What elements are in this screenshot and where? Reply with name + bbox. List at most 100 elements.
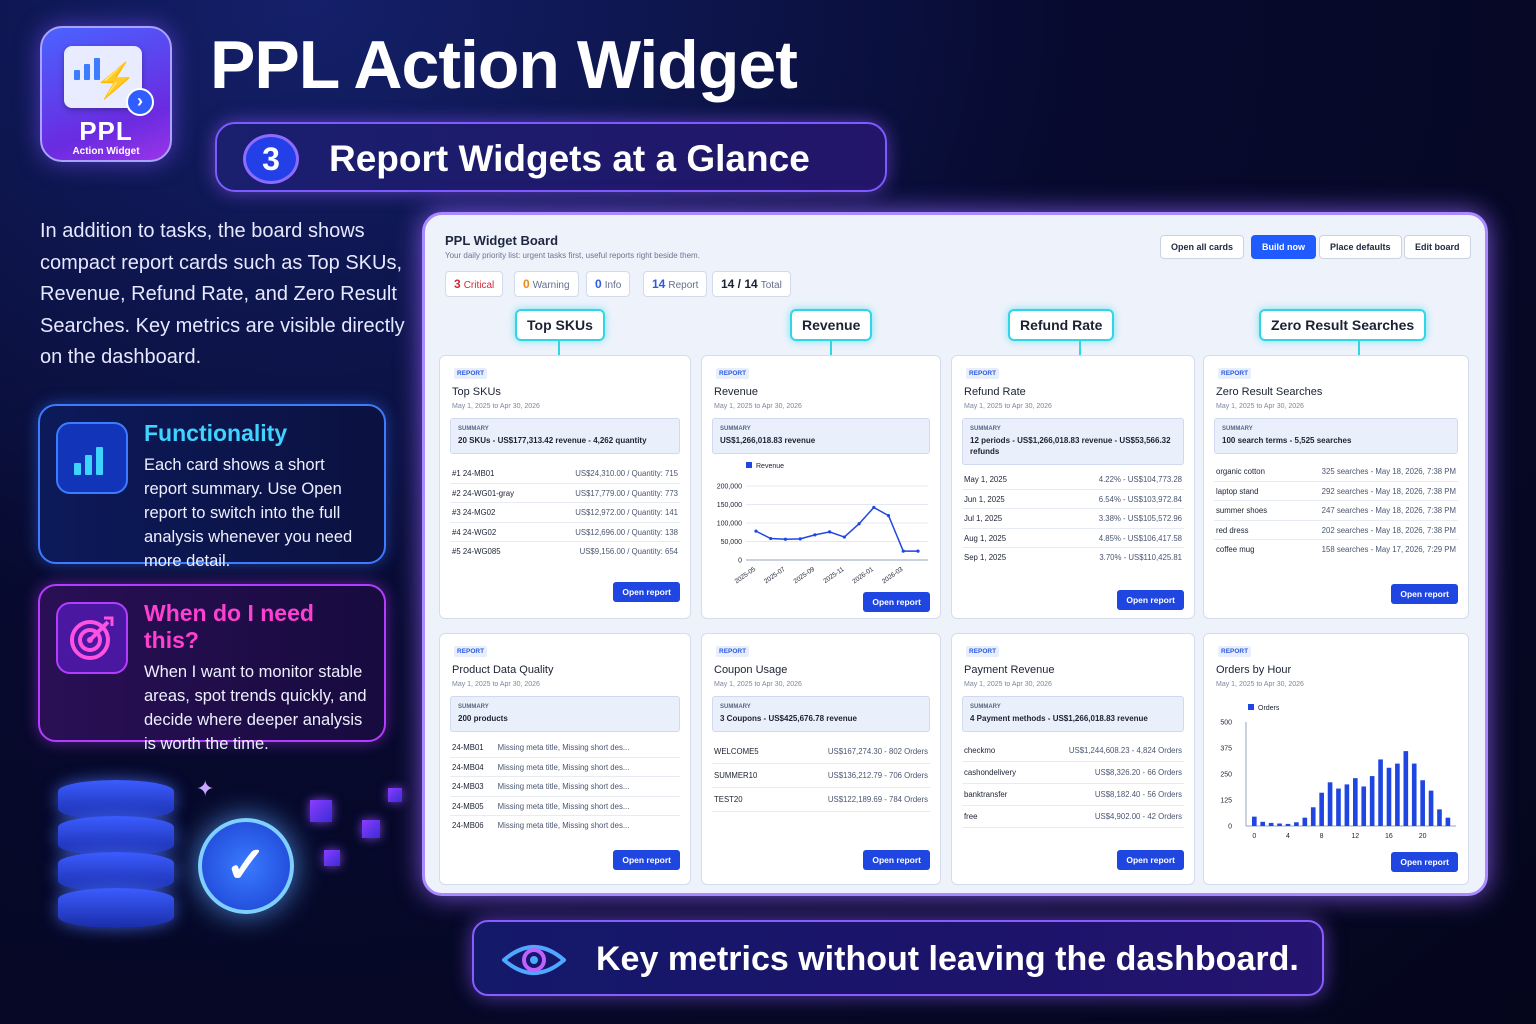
card-summary: SUMMARY 4 Payment methods - US$1,266,018.… <box>962 696 1184 732</box>
table-row: red dress 202 searches - May 18, 2026, 7:… <box>1214 521 1458 541</box>
bar-chart-icon <box>56 422 128 494</box>
board-subtitle: Your daily priority list: urgent tasks f… <box>445 251 700 260</box>
chip-report[interactable]: 14 Report <box>643 271 708 297</box>
open-report-button[interactable]: Open report <box>863 592 930 612</box>
orders-bar <box>1319 792 1324 826</box>
card-date: May 1, 2025 to Apr 30, 2026 <box>964 681 1052 688</box>
card-date: May 1, 2025 to Apr 30, 2026 <box>1216 681 1304 688</box>
y-tick-label: 200,000 <box>717 484 742 491</box>
open-report-button[interactable]: Open report <box>1391 584 1458 604</box>
logo-name: PPL <box>79 116 133 146</box>
card-title: Zero Result Searches <box>1216 386 1323 398</box>
open-report-button[interactable]: Open report <box>1117 590 1184 610</box>
legend-swatch <box>746 462 752 468</box>
open-report-button[interactable]: Open report <box>1117 850 1184 870</box>
orders-bar <box>1411 763 1417 826</box>
revenue-point <box>872 505 876 510</box>
table-row: #2 24-WG01-gray US$17,779.00 / Quantity: … <box>450 484 680 504</box>
orders-bar <box>1260 821 1266 826</box>
revenue-series-line <box>755 506 918 552</box>
chip-critical[interactable]: 3 Critical <box>445 271 504 297</box>
functionality-title: Functionality <box>144 420 288 446</box>
x-tick-label: 2025-07 <box>763 566 787 586</box>
table-row: 24-MB04 Missing meta title, Missing short… <box>450 758 680 778</box>
report-tag: REPORT <box>1218 646 1252 657</box>
card-coupon-usage: REPORT Coupon Usage May 1, 2025 to Apr 3… <box>701 633 941 885</box>
table-row: checkmo US$1,244,608.23 - 4,824 Orders <box>962 740 1184 762</box>
card-title: Revenue <box>714 386 759 398</box>
card-title: Refund Rate <box>964 386 1026 398</box>
open-all-cards-button[interactable]: Open all cards <box>1160 235 1245 259</box>
revenue-point <box>754 529 758 533</box>
open-report-button[interactable]: Open report <box>863 850 930 870</box>
table-row: free US$4,902.00 - 42 Orders <box>962 806 1184 828</box>
orders-bar <box>1378 759 1383 826</box>
database-icon <box>58 780 174 930</box>
x-tick-label: 2026-03 <box>881 566 905 586</box>
orders-bar <box>1310 807 1316 826</box>
revenue-point <box>886 514 891 518</box>
revenue-point <box>842 535 846 539</box>
revenue-point <box>813 533 817 537</box>
table-row: summer shoes 247 searches - May 18, 2026,… <box>1214 501 1458 521</box>
card-rows: May 1, 2025 4.22% - US$104,773.28 Jun 1, … <box>962 470 1184 568</box>
table-row: WELCOME5 US$167,274.30 - 802 Orders <box>712 740 930 764</box>
orders-bar <box>1285 823 1291 826</box>
revenue-line-chart: Revenue200,000150,000100,00050,00002025-… <box>717 462 928 586</box>
y-tick-label: 50,000 <box>721 539 743 546</box>
report-tag: REPORT <box>966 646 1000 657</box>
card-rows: #1 24-MB01 US$24,310.00 / Quantity: 715 #… <box>450 464 680 562</box>
orders-bar <box>1386 767 1392 826</box>
x-tick-label: 20 <box>1419 833 1427 840</box>
chip-warning[interactable]: 0 Warning <box>514 271 579 297</box>
eye-icon <box>502 945 566 975</box>
card-summary: SUMMARY 200 products <box>450 696 680 732</box>
open-report-button[interactable]: Open report <box>613 850 680 870</box>
x-tick-label: 12 <box>1351 833 1359 840</box>
report-tag: REPORT <box>716 368 750 379</box>
orders-bar <box>1403 751 1409 826</box>
step-number: 3 <box>243 134 299 184</box>
orders-bar <box>1294 822 1299 826</box>
cube-icon <box>388 788 402 802</box>
card-date: May 1, 2025 to Apr 30, 2026 <box>714 403 802 410</box>
card-top-skus: REPORT Top SKUs May 1, 2025 to Apr 30, 2… <box>439 355 691 619</box>
build-now-button[interactable]: Build now <box>1251 235 1316 259</box>
table-row: SUMMER10 US$136,212.79 - 706 Orders <box>712 764 930 788</box>
place-defaults-button[interactable]: Place defaults <box>1319 235 1402 259</box>
callout-zero-result-searches: Zero Result Searches <box>1259 309 1427 341</box>
sparkle-icon: ✦ <box>196 776 215 801</box>
x-tick-label: 16 <box>1385 833 1393 840</box>
y-tick-label: 150,000 <box>717 502 742 509</box>
card-rows: organic cotton 325 searches - May 18, 202… <box>1214 462 1458 560</box>
x-tick-label: 2025-09 <box>792 566 816 586</box>
y-tick-label: 500 <box>1220 720 1232 727</box>
cube-icon <box>310 800 332 822</box>
chip-info[interactable]: 0 Info <box>586 271 631 297</box>
bottom-banner: Key metrics without leaving the dashboar… <box>472 920 1324 996</box>
orders-bar <box>1369 776 1375 826</box>
table-row: organic cotton 325 searches - May 18, 202… <box>1214 462 1458 482</box>
orders-bar <box>1361 786 1367 826</box>
open-report-button[interactable]: Open report <box>1391 852 1458 872</box>
chip-total[interactable]: 14 / 14 Total <box>712 271 791 297</box>
card-title: Orders by Hour <box>1216 664 1292 676</box>
revenue-point <box>901 549 905 553</box>
open-report-button[interactable]: Open report <box>613 582 680 602</box>
revenue-point <box>828 530 832 534</box>
orders-bar <box>1428 790 1434 826</box>
orders-bar <box>1252 816 1257 826</box>
orders-bar <box>1336 788 1341 826</box>
card-title: Payment Revenue <box>964 664 1055 676</box>
card-payment-revenue: REPORT Payment Revenue May 1, 2025 to Ap… <box>951 633 1195 885</box>
table-row: laptop stand 292 searches - May 18, 2026,… <box>1214 482 1458 502</box>
edit-board-button[interactable]: Edit board <box>1404 235 1471 259</box>
y-tick-label: 125 <box>1220 798 1232 805</box>
target-icon <box>56 602 128 674</box>
table-row: Sep 1, 2025 3.70% - US$110,425.81 <box>964 553 1182 563</box>
revenue-point <box>857 522 861 526</box>
callout-connector <box>830 341 832 365</box>
table-row: #4 24-WG02 US$12,696.00 / Quantity: 138 <box>450 523 680 543</box>
banner-text: Key metrics without leaving the dashboar… <box>596 940 1299 978</box>
table-row: #5 24-WG085 US$9,156.00 / Quantity: 654 <box>452 547 678 557</box>
